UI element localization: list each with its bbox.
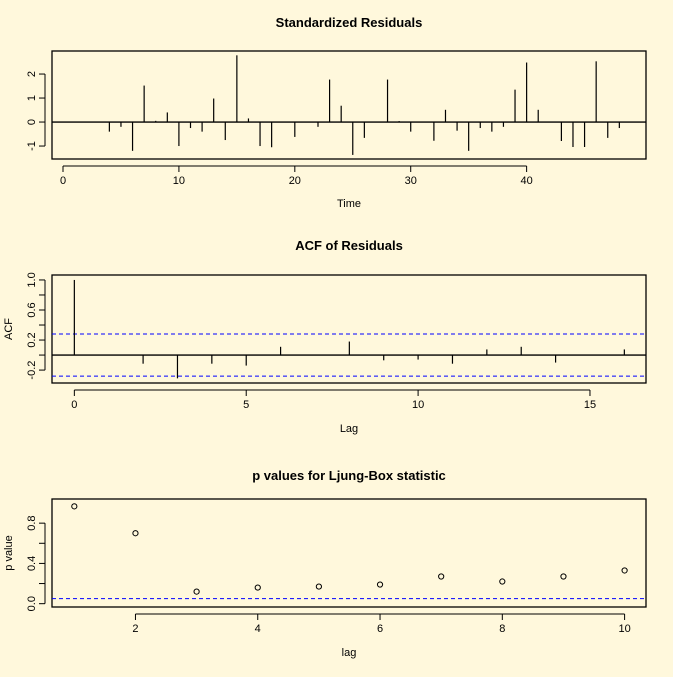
- plot-box: [51, 498, 647, 608]
- point-mark: [499, 578, 506, 585]
- x-tick-label: 5: [243, 399, 249, 411]
- x-tick-label: 30: [405, 175, 417, 187]
- x-tick-label: 2: [132, 623, 138, 635]
- y-tick-label: -1: [26, 141, 38, 151]
- x-tick-label: 40: [520, 175, 532, 187]
- x-axis-label: lag: [342, 647, 357, 659]
- x-tick-label: 10: [412, 399, 424, 411]
- x-tick-label: 15: [584, 399, 596, 411]
- point-mark: [560, 573, 567, 580]
- x-tick-label: 8: [499, 623, 505, 635]
- y-tick-label: 2: [26, 71, 38, 77]
- x-tick-label: 4: [255, 623, 261, 635]
- point-mark: [621, 567, 628, 574]
- x-axis-label: Time: [337, 198, 361, 210]
- point-mark: [71, 503, 78, 510]
- panel-2: p values for Ljung-Box statistic 2 4 6 8 10 la…: [3, 468, 647, 659]
- point-mark: [315, 583, 322, 590]
- y-tick-label: 0: [26, 119, 38, 125]
- y-tick-label: 0.6: [26, 302, 38, 317]
- x-axis-label: Lag: [340, 423, 358, 435]
- y-tick-label: 0.8: [26, 516, 38, 531]
- x-tick-label: 20: [289, 175, 301, 187]
- y-tick-label: 0.0: [26, 596, 38, 611]
- chart-title: ACF of Residuals: [295, 238, 403, 253]
- point-mark: [193, 588, 200, 595]
- point-mark: [376, 581, 384, 588]
- y-axis-label: p value: [3, 535, 15, 570]
- x-tick-label: 0: [60, 175, 66, 187]
- chart-title: p values for Ljung-Box statistic: [252, 468, 446, 483]
- plot-box: [51, 50, 647, 160]
- x-tick-label: 0: [71, 399, 77, 411]
- y-tick-label: 0.4: [26, 556, 38, 571]
- chart-title: Standardized Residuals: [276, 15, 423, 30]
- y-tick-label: -0.2: [26, 361, 38, 380]
- x-tick-label: 6: [377, 623, 383, 635]
- plot-box: [51, 274, 647, 384]
- point-mark: [254, 584, 261, 591]
- panel-0: Standardized Residuals 0 10 20 30 40 Time -1 0 1 2: [26, 15, 647, 210]
- y-axis-label: ACF: [3, 318, 15, 340]
- y-tick-label: 1.0: [26, 272, 38, 287]
- point-mark: [438, 573, 445, 580]
- y-tick-label: 1: [26, 95, 38, 101]
- y-tick-label: 0.2: [26, 332, 38, 347]
- point-mark: [132, 530, 139, 537]
- panel-1: ACF of Residuals 0 5 10 15 Lag -0.2 0.2 0.6 1.0 AC…: [3, 238, 647, 435]
- x-tick-label: 10: [173, 175, 185, 187]
- x-tick-label: 10: [618, 623, 630, 635]
